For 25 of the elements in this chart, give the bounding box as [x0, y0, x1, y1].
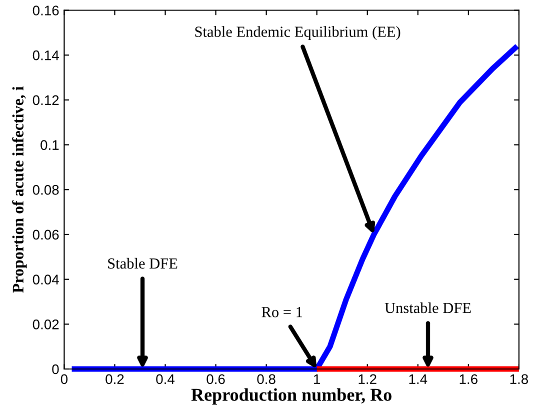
y-tick-label: 0.12: [32, 95, 59, 106]
annotation: Stable Endemic Equilibrium (EE): [195, 26, 400, 40]
annotation: Ro = 1: [262, 307, 302, 318]
x-tick-label: 1: [314, 374, 320, 384]
y-tick-label: 0.04: [32, 274, 59, 284]
x-tick-label: 0.2: [106, 374, 124, 384]
x-tick-label: 1.6: [460, 374, 478, 384]
x-tick-label: 1.2: [358, 374, 376, 384]
y-tick-label: 0.1: [40, 140, 59, 150]
x-tick-label: 1.4: [409, 374, 428, 384]
y-tick-label: 0.16: [32, 6, 59, 16]
x-tick-label: 1.8: [510, 374, 528, 384]
x-tick-label: 0.6: [206, 374, 225, 384]
annotation: Stable DFE: [108, 258, 178, 269]
y-tick-label: 0.14: [32, 50, 59, 60]
y-tick-label: 0: [52, 364, 59, 374]
y-tick-label: 0.06: [32, 230, 59, 240]
x-axis-title: Reproduction number, Ro: [191, 388, 392, 405]
y-tick-label: 0.02: [32, 319, 59, 330]
y-tick-label: 0.08: [32, 184, 59, 195]
x-tick-label: 0.8: [257, 374, 276, 384]
y-axis-title: Proportion of acute infective, i: [12, 86, 27, 293]
x-tick-label: 0.4: [156, 374, 175, 384]
x-tick-label: 0: [60, 374, 68, 384]
annotation: Unstable DFE: [384, 302, 471, 314]
